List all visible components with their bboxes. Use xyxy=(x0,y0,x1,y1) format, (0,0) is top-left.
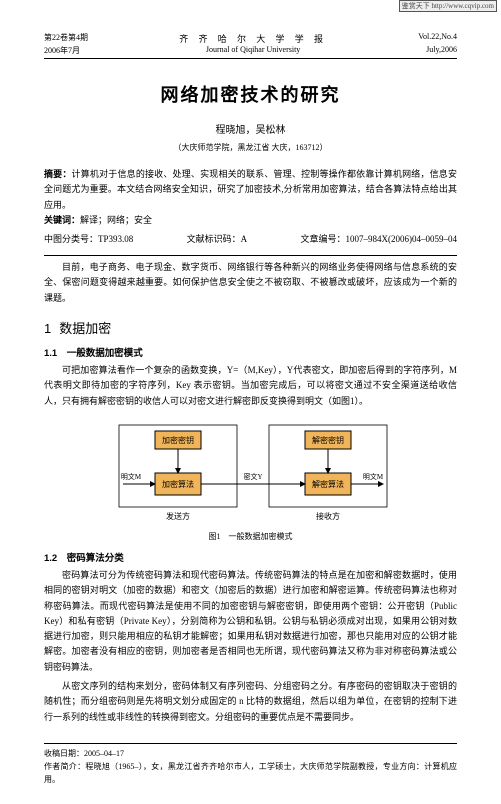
paper-title: 网络加密技术的研究 xyxy=(44,81,457,107)
keywords-text: 解译；网络；安全 xyxy=(80,215,152,225)
clc-code: 中图分类号：TP393.08 xyxy=(44,232,133,245)
vol-issue-cn: 第22卷第4期 xyxy=(44,32,88,45)
authors: 程晓旭，吴松林 xyxy=(44,121,457,136)
date-en: July,2006 xyxy=(426,45,457,56)
abstract-label: 摘要： xyxy=(44,169,72,179)
figure-1-caption: 图1 一般数据加密模式 xyxy=(209,531,293,542)
dec-key-label: 解密密钥 xyxy=(312,435,344,445)
running-head: 第22卷第4期 齐 齐 哈 尔 大 学 学 报 Vol.22,No.4 2006… xyxy=(44,32,457,59)
plaintext-out-label: 明文M xyxy=(362,472,383,481)
section-1-number: 1 xyxy=(44,321,51,336)
footnote: 收稿日期：2005–04–17 作者简介：程晓旭（1965–），女，黑龙江省齐齐… xyxy=(44,743,457,786)
vol-issue-en: Vol.22,No.4 xyxy=(418,32,457,45)
affiliation: （大庆师范学院，黑龙江省 大庆，163712） xyxy=(44,142,457,153)
date-cn: 2006年7月 xyxy=(44,45,80,56)
section-1-2-p1: 密码算法可分为传统密码算法和现代密码算法。传统密码算法的特点是在加密和解密数据时… xyxy=(44,568,457,675)
receiver-label: 接收方 xyxy=(316,511,340,521)
received-date: 收稿日期：2005–04–17 xyxy=(44,748,457,761)
keywords: 关键词：解译；网络；安全 xyxy=(44,213,457,228)
journal-name-en: Journal of Qiqihar University xyxy=(206,45,300,56)
journal-name-cn: 齐 齐 哈 尔 大 学 学 报 xyxy=(179,32,327,45)
ciphertext-label: 密文Y xyxy=(243,472,262,481)
section-1-title: 数据加密 xyxy=(59,321,111,336)
dec-algo-label: 解密算法 xyxy=(312,479,344,489)
abstract: 摘要：计算机对于信息的接收、处理、实现相关的联系、管理、控制等操作都依靠计算机网… xyxy=(44,167,457,213)
enc-key-label: 加密密钥 xyxy=(162,435,194,445)
intro-paragraph: 目前，电子商务、电子现金、数字货币、网络银行等各种新兴的网络业务使得网络与信息系… xyxy=(44,260,457,306)
doc-code: 文献标识码：A xyxy=(133,232,300,245)
abstract-text: 计算机对于信息的接收、处理、实现相关的联系、管理、控制等操作都依靠计算机网络，信… xyxy=(44,169,457,210)
encryption-diagram: 加密密钥 解密密钥 加密算法 解密算法 明文M 密文Y 明文M 发送方 接收方 xyxy=(101,419,401,527)
article-number: 文章编号：1007–984X(2006)04–0059–04 xyxy=(301,232,458,245)
enc-algo-label: 加密算法 xyxy=(162,479,194,489)
figure-1: 加密密钥 解密密钥 加密算法 解密算法 明文M 密文Y 明文M 发送方 接收方 xyxy=(44,419,457,542)
section-1-heading: 1 数据加密 xyxy=(44,318,457,337)
section-1-2-p2: 从密文序列的结构来划分，密码体制又有序列密码、分组密码之分。有序密码的密钥取决于… xyxy=(44,679,457,725)
section-1-1-heading: 1.1 一般数据加密模式 xyxy=(44,345,457,359)
author-bio: 作者简介：程晓旭（1965–），女，黑龙江省齐齐哈尔市人，工学硕士，大庆师范学院… xyxy=(44,761,457,787)
classification-row: 中图分类号：TP393.08 文献标识码：A 文章编号：1007–984X(20… xyxy=(44,232,457,245)
sender-label: 发送方 xyxy=(166,511,190,521)
page: 第22卷第4期 齐 齐 哈 尔 大 学 学 报 Vol.22,No.4 2006… xyxy=(0,0,501,804)
section-1-2-heading: 1.2 密码算法分类 xyxy=(44,550,457,564)
plaintext-in-label: 明文M xyxy=(120,472,141,481)
keywords-label: 关键词： xyxy=(44,215,80,225)
source-stamp: 鉴赏天下 http://www.cqvip.com xyxy=(399,0,497,12)
section-1-1-paragraph: 可把加密算法看作一个复杂的函数变换，Y=（M,Key），Y代表密文，即加密后得到… xyxy=(44,363,457,409)
